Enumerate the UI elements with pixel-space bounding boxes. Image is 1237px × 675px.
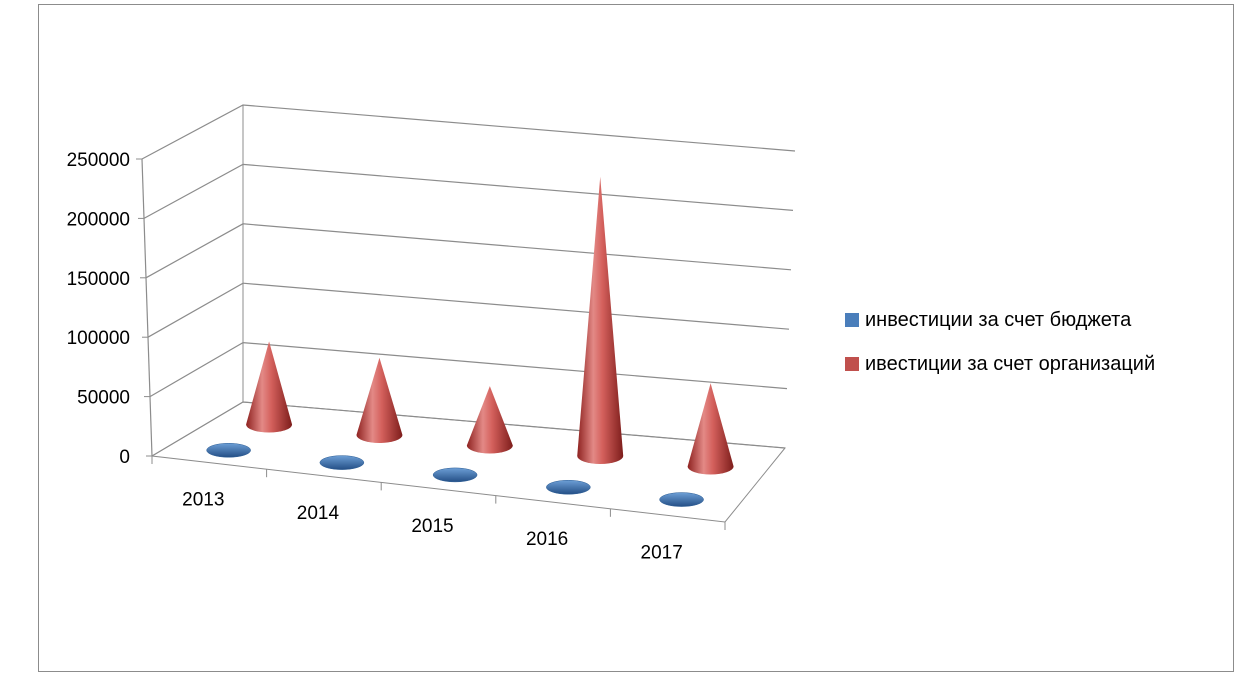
y-tick-label-1: 50000 <box>77 388 130 409</box>
legend: инвестиции за счет бюджета ивестиции за … <box>845 308 1155 396</box>
legend-swatch-organizations <box>845 357 859 371</box>
budget-cone-2015 <box>432 467 478 483</box>
chart-area <box>38 4 1234 672</box>
y-tick-label-2: 100000 <box>67 328 130 349</box>
budget-cone-2016 <box>546 479 591 495</box>
legend-item-organizations: ивестиции за счет организаций <box>845 352 1155 376</box>
y-tick-label-5: 250000 <box>67 150 130 171</box>
organizations-cone-2016 <box>577 176 624 464</box>
x-tick-label-2015: 2015 <box>411 516 453 537</box>
organizations-cone-2014-body <box>356 357 403 443</box>
budget-cone-2014 <box>319 455 365 470</box>
organizations-cone-2017-body <box>687 383 734 475</box>
organizations-cone-2015-body <box>466 386 513 454</box>
gridline-5 <box>141 104 796 160</box>
x-tick-label-2016: 2016 <box>526 529 568 550</box>
y-tick-label-3: 150000 <box>67 269 130 290</box>
legend-label-organizations: ивестиции за счет организаций <box>865 352 1156 375</box>
organizations-cone-2017 <box>687 383 734 475</box>
budget-cone-2013 <box>206 443 251 458</box>
budget-cone-2017 <box>659 492 704 507</box>
legend-item-budget: инвестиции за счет бюджета <box>845 308 1155 332</box>
gridline-2 <box>147 282 790 338</box>
y-tick-label-4: 200000 <box>67 209 130 230</box>
organizations-cone-2014 <box>356 357 403 443</box>
y-tick-label-0: 0 <box>119 447 130 468</box>
organizations-cone-2016-body <box>577 176 624 464</box>
x-tick-label-2014: 2014 <box>297 503 340 524</box>
legend-swatch-budget <box>845 313 859 327</box>
organizations-cone-2013-body <box>246 341 293 433</box>
organizations-cone-2015 <box>466 386 513 454</box>
x-tick-label-2017: 2017 <box>641 542 683 563</box>
y-axis-line <box>141 158 153 457</box>
x-tick-label-2013: 2013 <box>182 490 224 511</box>
gridline-1 <box>149 341 788 398</box>
legend-label-budget: инвестиции за счет бюджета <box>865 308 1132 331</box>
gridline-4 <box>143 163 794 219</box>
organizations-cone-2013 <box>246 341 293 433</box>
